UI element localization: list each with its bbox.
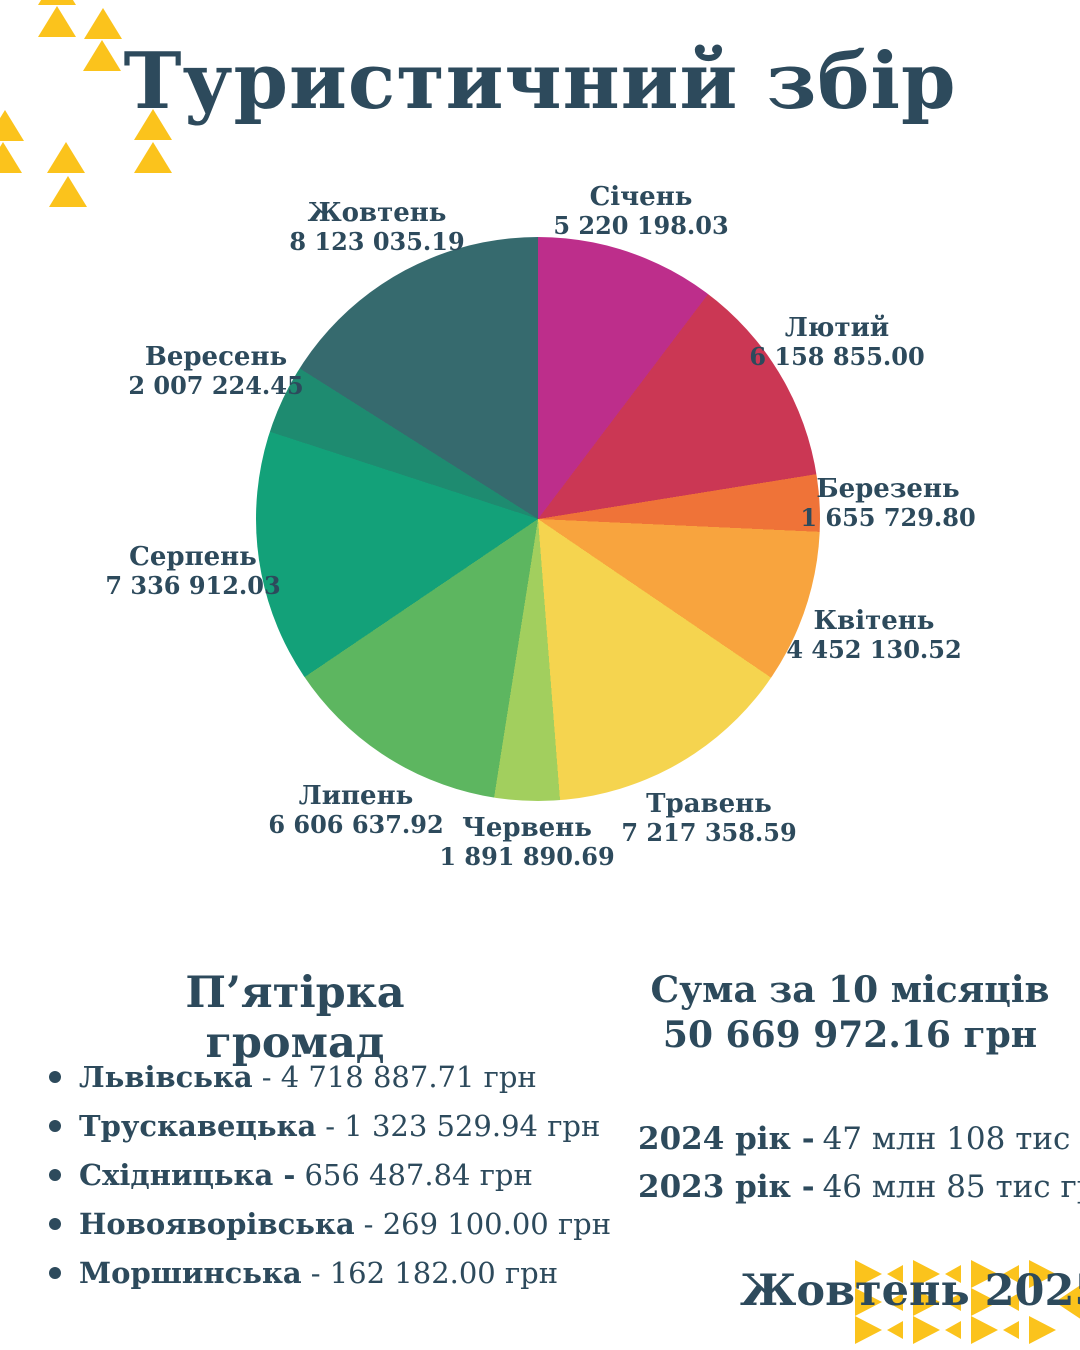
slice-name: Лютий	[784, 313, 890, 343]
slice-value: 1 655 729.80	[800, 503, 976, 532]
triangle-icon	[47, 142, 85, 173]
slice-name: Липень	[298, 781, 414, 811]
list-item: Львівська - 4 718 887.71 грн	[45, 1052, 605, 1101]
slice-name: Вересень	[144, 342, 288, 372]
triangle-icon	[945, 1321, 961, 1339]
list-item: Східницька - 656 487.84 грн	[45, 1150, 605, 1199]
triangle-icon	[1003, 1265, 1019, 1283]
summary-heading-line2: 50 669 972.16 грн	[662, 1014, 1038, 1056]
page-title: Туристичний збір	[123, 36, 957, 127]
slice-value: 8 123 035.19	[289, 227, 465, 256]
community-amount: 656 487.84 грн	[304, 1157, 533, 1192]
community-name: Новояворівська	[79, 1206, 355, 1241]
slice-value: 6 158 855.00	[749, 342, 925, 371]
pie-label-october: Жовтень 8 123 035.19	[289, 198, 464, 256]
triangle-icon	[887, 1265, 903, 1283]
decor-triangles-bottom-right	[845, 1258, 1080, 1344]
triangle-icon	[971, 1288, 998, 1316]
period-badge: Жовтень 2025	[740, 1266, 1080, 1316]
pie-label-january: Січень 5 220 198.03	[553, 182, 728, 240]
triangle-icon	[887, 1321, 903, 1339]
community-name: Моршинська	[79, 1255, 302, 1290]
year-comparison: 2024 рік -47 млн 108 тис грн 2023 рік -4…	[638, 1115, 1080, 1211]
pie-label-august: Серпень 7 336 912.03	[105, 542, 280, 600]
triangle-icon	[913, 1288, 940, 1316]
pie-label-april: Квітень 4 452 130.52	[786, 606, 961, 664]
slice-value: 7 217 358.59	[621, 818, 797, 847]
triangle-icon	[1055, 1282, 1080, 1322]
pie-label-july: Липень 6 606 637.92	[268, 781, 443, 839]
triangle-icon	[855, 1288, 882, 1316]
pie-label-march: Березень 1 655 729.80	[800, 474, 975, 532]
summary-heading: Сума за 10 місяців 50 669 972.16 грн	[640, 968, 1060, 1058]
year-line: 2024 рік -47 млн 108 тис грн	[638, 1115, 1080, 1163]
triangle-icon	[134, 142, 172, 173]
slice-name: Січень	[589, 182, 693, 212]
triangle-icon	[38, 6, 76, 37]
community-name: Східницька -	[79, 1157, 296, 1192]
triangle-icon	[1003, 1321, 1019, 1339]
community-amount: - 4 718 887.71 грн	[261, 1059, 537, 1094]
slice-value: 7 336 912.03	[105, 571, 281, 600]
slice-value: 5 220 198.03	[553, 211, 729, 240]
triangle-icon	[38, 0, 76, 5]
slice-value: 2 007 224.45	[128, 371, 304, 400]
triangle-icon	[887, 1293, 903, 1311]
triangle-icon	[83, 40, 121, 71]
triangle-icon	[1029, 1316, 1056, 1344]
community-amount: - 1 323 529.94 грн	[325, 1108, 601, 1143]
triangle-icon	[0, 110, 24, 141]
slice-name: Жовтень	[307, 198, 447, 228]
community-amount: - 162 182.00 грн	[310, 1255, 559, 1290]
slice-name: Червень	[462, 813, 592, 843]
pie-label-september: Вересень 2 007 224.45	[128, 342, 303, 400]
triangle-icon	[0, 142, 22, 173]
list-item: Моршинська - 162 182.00 грн	[45, 1248, 605, 1297]
triangle-icon	[855, 1316, 882, 1344]
list-item: Новояворівська - 269 100.00 грн	[45, 1199, 611, 1248]
bullet-icon	[49, 1266, 61, 1279]
communities-list: Львівська - 4 718 887.71 грн Трускавецьк…	[45, 1052, 611, 1297]
year-label: 2024 рік -	[638, 1121, 815, 1157]
triangle-icon	[913, 1316, 940, 1344]
summary-heading-line1: Сума за 10 місяців	[650, 969, 1050, 1011]
slice-value: 6 606 637.92	[268, 810, 444, 839]
triangle-icon	[945, 1265, 961, 1283]
slice-name: Квітень	[813, 606, 935, 636]
year-line: 2023 рік -46 млн 85 тис грн	[638, 1163, 1080, 1211]
triangle-icon	[855, 1260, 882, 1288]
triangle-icon	[84, 8, 122, 39]
communities-heading: П’ятірка громад	[185, 968, 405, 1068]
bullet-icon	[49, 1217, 61, 1230]
triangle-icon	[971, 1316, 998, 1344]
pie-label-may: Травень 7 217 358.59	[621, 789, 796, 847]
list-item: Трускавецька - 1 323 529.94 грн	[45, 1101, 605, 1150]
triangle-icon	[1003, 1293, 1019, 1311]
triangle-icon	[134, 109, 172, 140]
slice-value: 1 891 890.69	[439, 842, 615, 871]
pie-label-february: Лютий 6 158 855.00	[749, 313, 924, 371]
slice-value: 4 452 130.52	[786, 635, 962, 664]
bullet-icon	[49, 1168, 61, 1181]
triangle-icon	[49, 176, 87, 207]
slice-name: Травень	[646, 789, 772, 819]
triangle-icon	[945, 1293, 961, 1311]
pie-chart	[256, 237, 820, 801]
community-name: Трускавецька	[79, 1108, 317, 1143]
bullet-icon	[49, 1070, 61, 1083]
triangle-icon	[913, 1260, 940, 1288]
slice-name: Серпень	[129, 542, 257, 572]
year-amount: 46 млн 85 тис грн	[822, 1169, 1080, 1205]
slice-name: Березень	[816, 474, 960, 504]
bullet-icon	[49, 1119, 61, 1132]
triangle-icon	[1029, 1260, 1056, 1288]
year-amount: 47 млн 108 тис грн	[822, 1121, 1080, 1157]
triangle-icon	[971, 1260, 998, 1288]
year-label: 2023 рік -	[638, 1169, 815, 1205]
community-amount: - 269 100.00 грн	[363, 1206, 612, 1241]
pie-label-june: Червень 1 891 890.69	[439, 813, 614, 871]
community-name: Львівська	[79, 1059, 253, 1094]
